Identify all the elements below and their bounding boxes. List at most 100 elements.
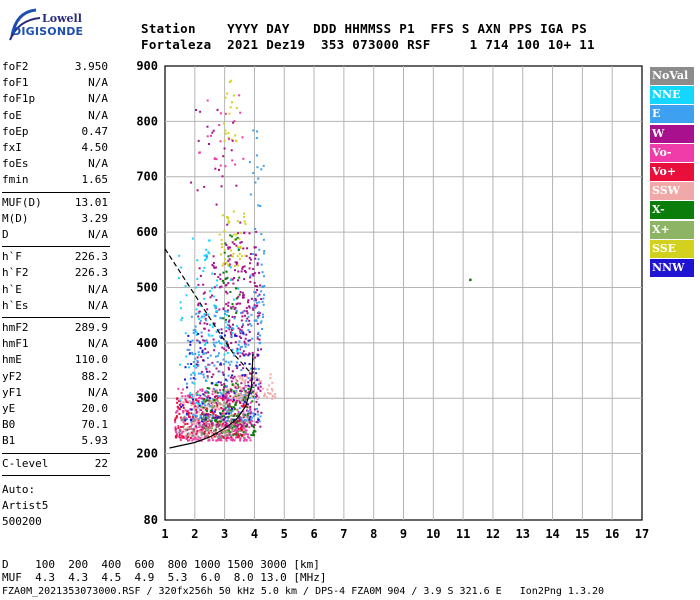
echo-point [189,427,192,430]
echo-point [244,345,247,348]
echo-point [220,407,223,410]
echo-point [206,375,209,378]
echo-point [226,92,229,95]
echo-point [260,168,263,171]
echo-point [204,407,207,410]
echo-point [197,422,200,425]
legend-item: E [650,105,694,124]
echo-point [227,263,230,266]
param-name: h`E [2,282,22,296]
echo-point [225,283,228,286]
echo-point [222,401,225,404]
echo-point [234,134,237,137]
echo-point [202,421,205,424]
echo-point [237,295,240,298]
echo-point [219,381,222,384]
param-name: fmin [2,173,29,187]
echo-point [241,421,244,424]
echo-point [191,381,194,384]
echo-point [186,422,189,425]
echo-point [189,340,192,343]
echo-point [178,254,181,257]
echo-point [242,422,245,425]
echo-point [213,435,216,438]
echo-point [221,175,224,178]
echo-point [237,422,240,425]
echo-point [245,405,248,408]
echo-point [218,433,221,436]
echo-point [205,313,208,316]
param-name: hmF1 [2,337,29,351]
logo-line1: Lowell [42,12,82,25]
echo-point [241,374,244,377]
echo-point [221,264,224,267]
echo-point [238,237,241,240]
echo-point [242,436,245,439]
echo-point [235,244,238,247]
x-tick-label: 9 [400,527,407,541]
echo-point [232,233,235,236]
echo-point [246,415,249,417]
param-name: B1 [2,434,16,448]
echo-point [224,258,226,261]
echo-point [228,420,231,423]
echo-point [233,316,236,318]
echo-point [219,413,222,416]
echo-point [263,250,266,252]
echo-point [211,417,214,420]
echo-point [253,305,256,308]
x-tick-label: 10 [426,527,440,541]
echo-point [203,322,206,325]
echo-point [219,437,222,440]
echo-point [248,161,251,164]
echo-point [234,422,237,424]
echo-point [199,416,202,419]
echo-point [244,394,247,397]
echo-point [224,96,227,99]
y-tick-label: 200 [136,447,158,461]
echo-point [233,120,236,123]
echo-point [239,433,242,436]
echo-point [216,279,218,282]
param-separator [2,317,110,318]
echo-point [245,320,248,322]
echo-point [240,329,243,332]
echo-point [177,427,180,429]
param-value: 13.01 [74,195,108,209]
echo-point [181,317,184,319]
echo-point [224,407,227,410]
echo-point [256,398,259,400]
echo-point [204,365,207,368]
echo-point [246,435,249,438]
echo-point [248,436,251,439]
echo-point [252,308,255,311]
echo-point [244,343,246,346]
echo-point [178,403,181,406]
echo-point [237,386,240,389]
echo-point [219,278,222,281]
echo-point [231,410,234,413]
echo-point [198,341,201,344]
echo-point [237,396,240,399]
echo-point [207,433,210,436]
echo-points [174,79,472,442]
echo-point [238,94,241,97]
param-row: yF2 88.2 [2,370,108,386]
echo-point [243,438,246,441]
echo-point [209,401,212,404]
param-row: h`E N/A [2,283,108,299]
echo-point [235,364,238,367]
echo-point [223,398,225,401]
echo-point [221,371,224,374]
echo-point [215,330,218,333]
echo-point [233,425,236,428]
echo-point [182,401,185,404]
echo-point [245,393,248,396]
legend-item: Vo- [650,143,694,162]
echo-point [206,370,209,373]
echo-point [226,385,228,388]
echo-point [192,329,195,332]
echo-point [209,430,212,433]
echo-point [196,429,199,432]
echo-point [223,383,226,386]
